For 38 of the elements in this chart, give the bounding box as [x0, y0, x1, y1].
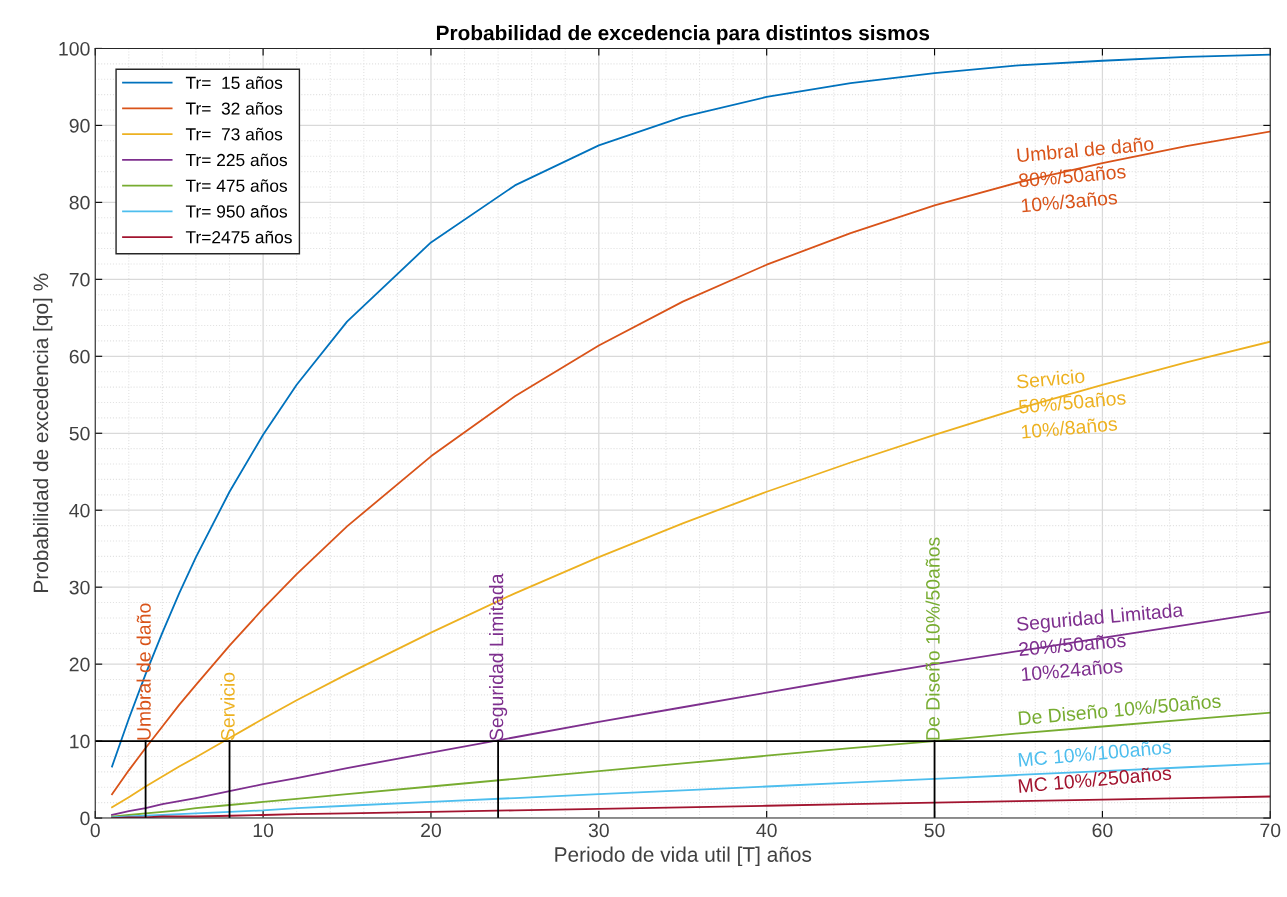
annotation: De Diseño 10%/50años — [1018, 693, 1221, 726]
annotation: Seguridad Limitada 20%/50años 10%24años — [1016, 602, 1184, 682]
annotation: Servicio 50%/50años 10%/8años — [1016, 368, 1126, 439]
annotation: MC 10%/100años — [1018, 739, 1172, 767]
annotation: Seguridad Limitada — [489, 573, 508, 741]
legend-label: Tr= 73 años — [185, 127, 283, 141]
legend-label: Tr= 950 años — [185, 205, 288, 218]
x-tick-label: 30 — [588, 823, 609, 838]
chart-title: Probabilidad de excedencia para distintos sismos — [436, 25, 930, 45]
legend-label: Tr=2475 años — [185, 230, 292, 244]
x-tick-label: 40 — [756, 823, 777, 838]
x-tick-label: 60 — [1092, 823, 1113, 838]
legend-label: Tr= 15 años — [185, 76, 283, 89]
y-tick-label: 10 — [70, 734, 90, 749]
y-tick-label: 100 — [59, 41, 90, 56]
y-tick-label: 30 — [69, 580, 90, 595]
y-tick-label: 60 — [69, 349, 90, 364]
y-axis-title: Probabilidad de excedencia [qo] % — [32, 273, 53, 592]
x-axis-title: Periodo de vida util [T] años — [555, 846, 812, 867]
y-tick-label: 90 — [69, 118, 90, 133]
annotation: Servicio — [220, 672, 235, 741]
legend-label: Tr= 32 años — [185, 102, 283, 115]
annotation: Umbral de daño — [136, 603, 151, 740]
x-tick-label: 70 — [1260, 823, 1281, 838]
x-tick-label: 50 — [924, 823, 945, 838]
x-tick-label: 20 — [421, 823, 442, 838]
x-tick-label: 0 — [90, 823, 100, 838]
legend-label: Tr= 225 años — [185, 153, 288, 167]
y-tick-label: 40 — [69, 503, 90, 518]
x-tick-label: 10 — [253, 823, 274, 838]
y-tick-label: 80 — [69, 195, 90, 210]
y-tick-label: 50 — [69, 426, 90, 441]
legend-label: Tr= 475 años — [185, 179, 288, 192]
y-tick-label: 70 — [69, 272, 90, 287]
y-tick-label: 20 — [69, 657, 90, 672]
y-tick-label: 0 — [80, 811, 90, 826]
annotation: De Diseño 10%/50años — [925, 537, 940, 740]
annotation: Umbral de daño 80%/50años 10%/3años — [1016, 136, 1154, 213]
